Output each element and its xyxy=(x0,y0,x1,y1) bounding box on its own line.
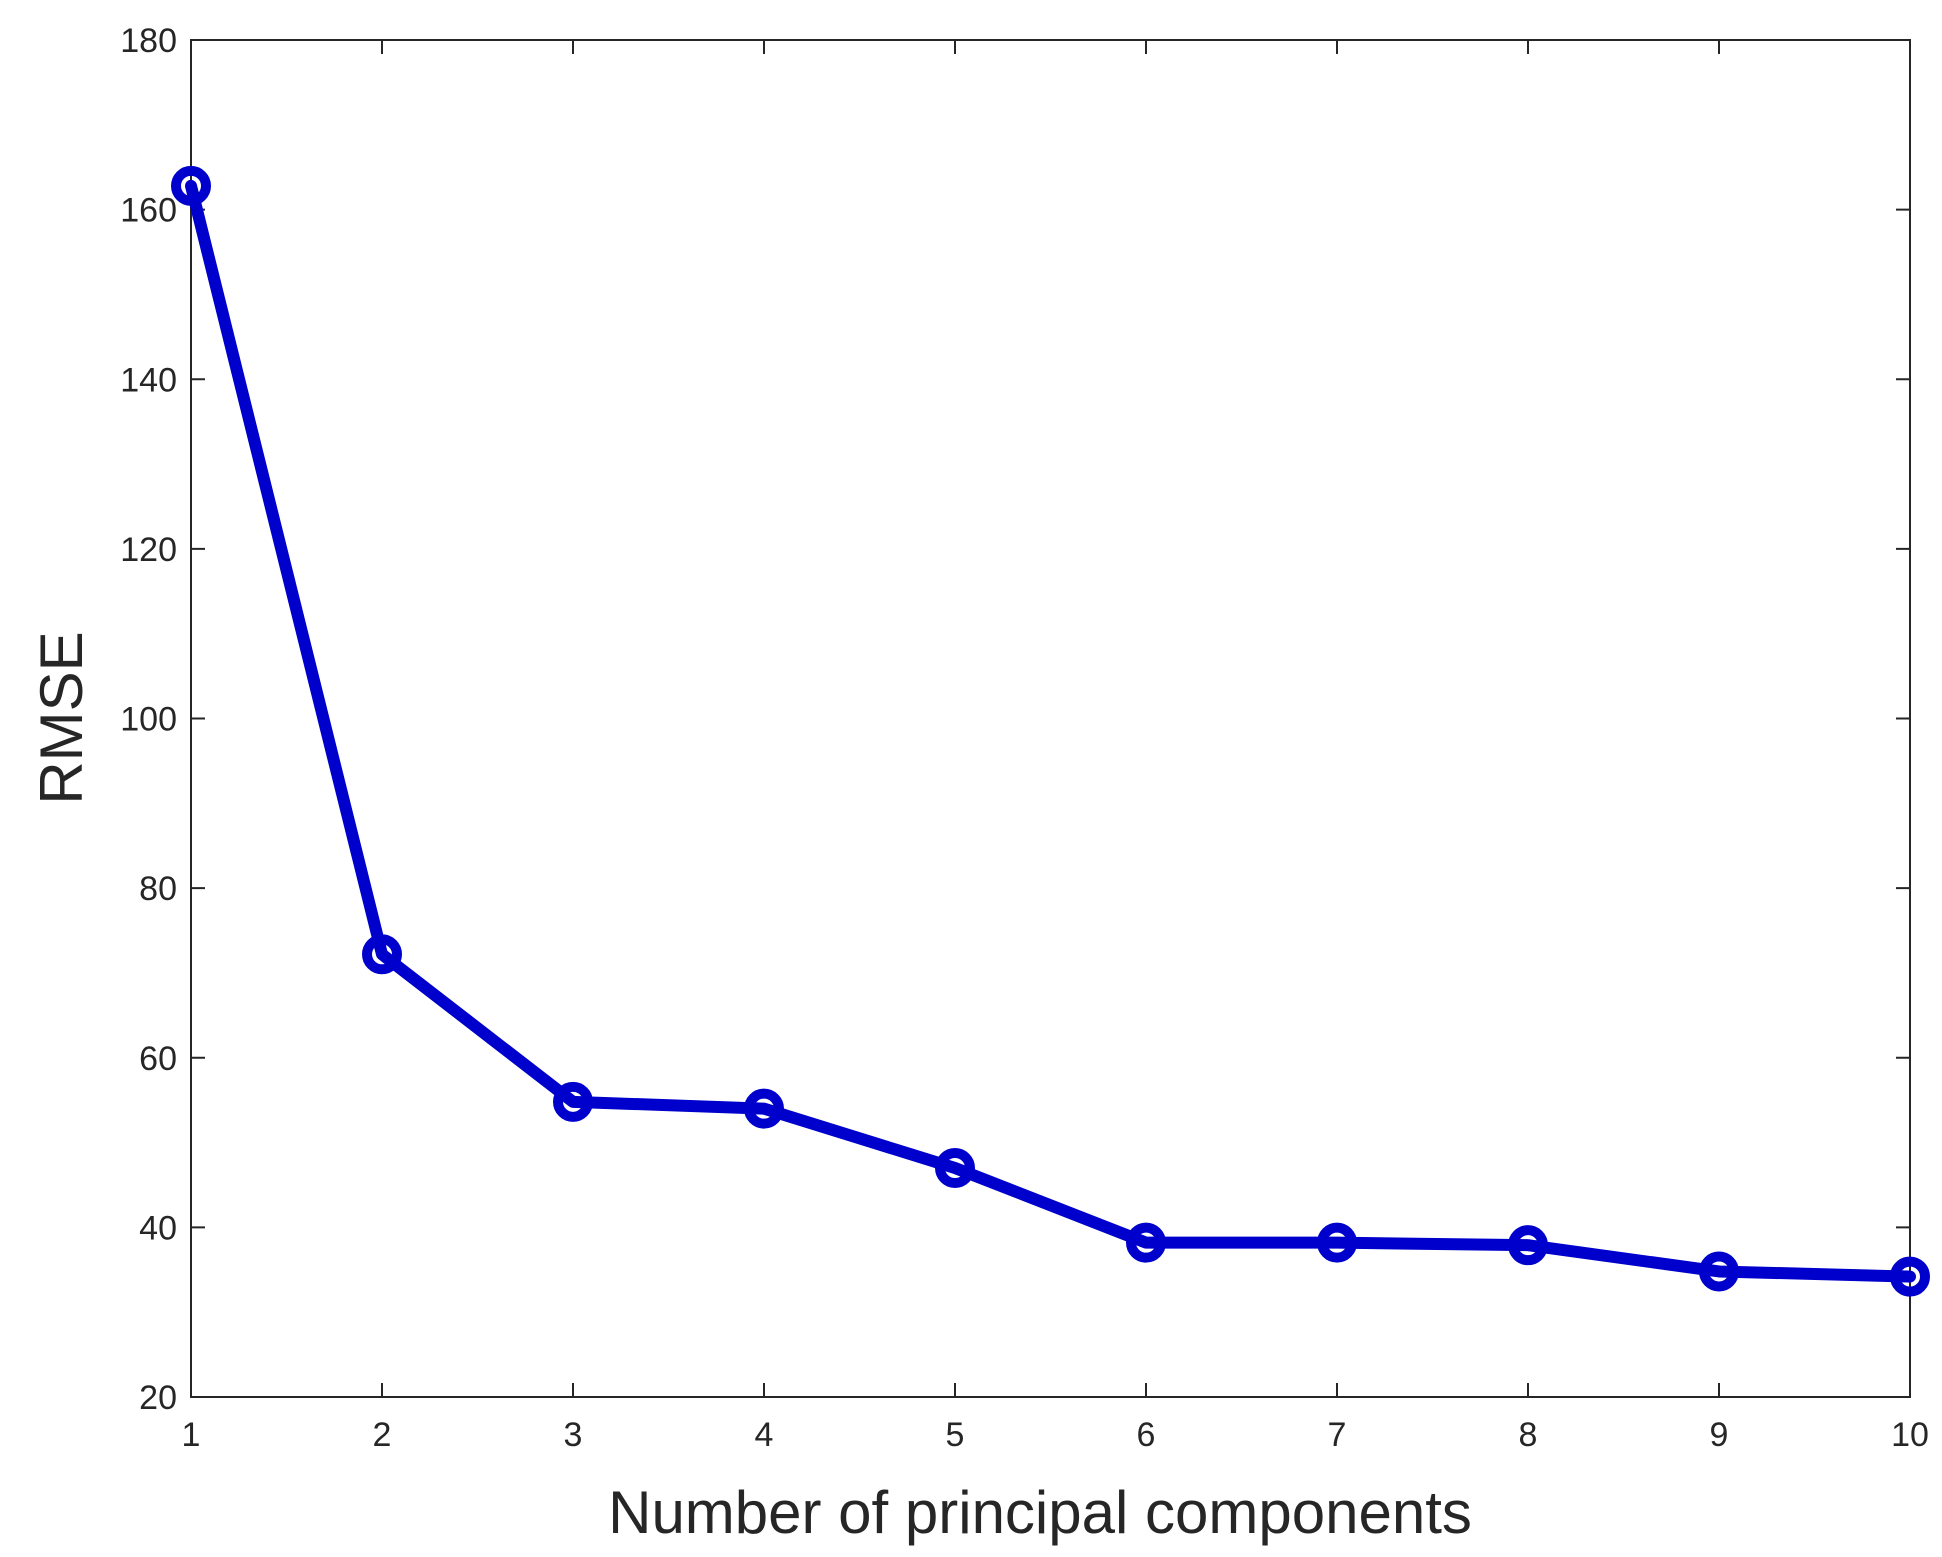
x-tick-label: 3 xyxy=(564,1416,583,1454)
y-tick-label: 120 xyxy=(120,531,177,569)
plot-area xyxy=(190,39,1911,1398)
data-point-marker xyxy=(171,165,211,206)
data-point-marker xyxy=(553,1081,593,1122)
data-point-marker xyxy=(1126,1222,1166,1263)
series-line xyxy=(185,179,1916,1283)
y-tick-label: 100 xyxy=(120,701,177,739)
x-tick-label: 7 xyxy=(1328,1416,1347,1454)
x-tick-label: 1 xyxy=(182,1416,201,1454)
x-axis-label: Number of principal components xyxy=(608,1479,1472,1546)
data-point-marker xyxy=(1890,1256,1930,1297)
x-tick-label: 10 xyxy=(1891,1416,1929,1454)
data-point-marker xyxy=(935,1148,975,1189)
y-tick-label: 60 xyxy=(139,1040,177,1078)
y-tick-label: 140 xyxy=(120,361,177,399)
x-tick-label: 9 xyxy=(1710,1416,1729,1454)
y-tick-label: 20 xyxy=(139,1379,177,1417)
data-point-marker xyxy=(1699,1251,1739,1292)
x-tick-label: 4 xyxy=(755,1416,774,1454)
axis-ticks xyxy=(190,39,1911,1398)
series-layer xyxy=(171,165,1930,1297)
x-tick-label: 5 xyxy=(946,1416,965,1454)
y-tick-label: 40 xyxy=(139,1209,177,1247)
data-point-marker xyxy=(1508,1225,1548,1266)
y-axis-label: RMSE xyxy=(28,631,95,804)
x-tick-label: 6 xyxy=(1137,1416,1156,1454)
y-tick-label: 180 xyxy=(120,22,177,60)
axis-tick-labels: 1 2 3 4 5 6 7 8 9 10 20 40 60 80 100 120 140 160 180 xyxy=(120,22,1929,1454)
x-tick-label: 2 xyxy=(373,1416,392,1454)
data-point-marker xyxy=(1317,1222,1357,1263)
x-tick-label: 8 xyxy=(1519,1416,1538,1454)
y-tick-label: 160 xyxy=(120,192,177,230)
y-tick-label: 80 xyxy=(139,870,177,908)
data-point-marker xyxy=(362,934,402,975)
data-point-marker xyxy=(744,1088,784,1129)
